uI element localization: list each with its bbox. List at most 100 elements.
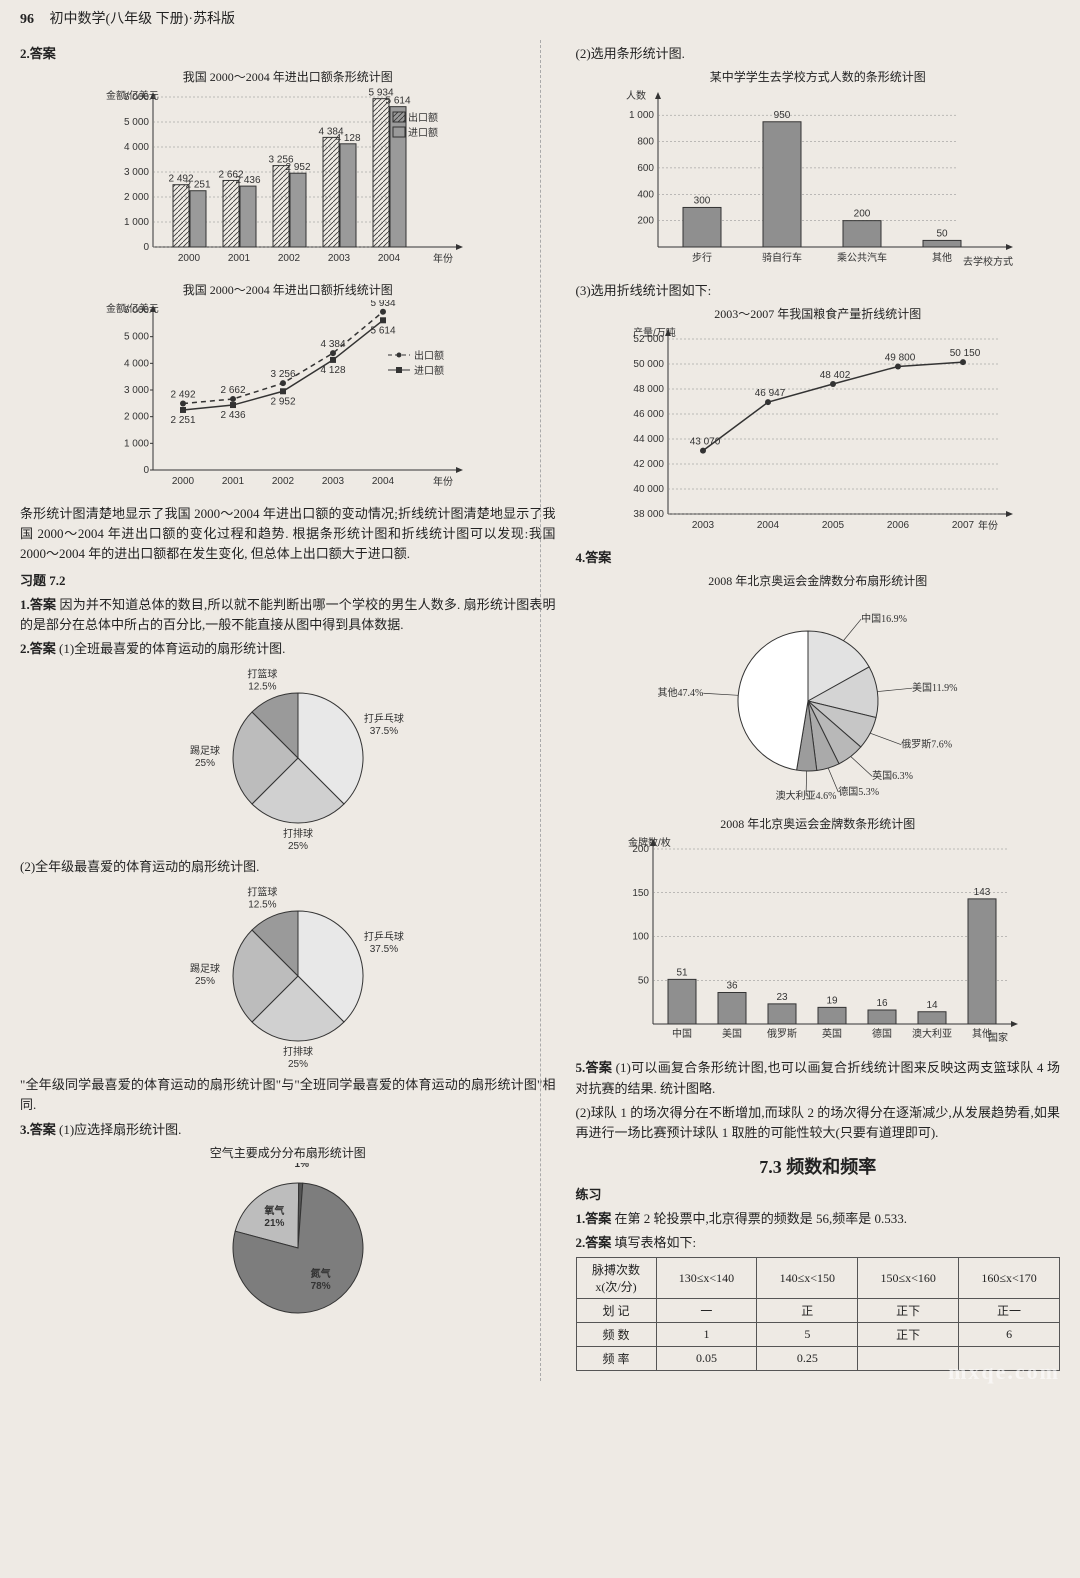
svg-text:1 000: 1 000 (124, 438, 149, 449)
svg-text:步行: 步行 (692, 251, 712, 264)
svg-text:0: 0 (143, 465, 149, 476)
column-divider (540, 40, 541, 1381)
svg-text:中国: 中国 (672, 1027, 692, 1040)
svg-text:美国11.9%: 美国11.9% (912, 682, 957, 695)
svg-text:2001: 2001 (228, 253, 251, 264)
svg-text:2005: 2005 (822, 520, 845, 531)
svg-text:38 000: 38 000 (633, 509, 664, 520)
bar-school-intro: (2)选用条形统计图. (576, 44, 1061, 64)
svg-text:俄罗斯: 俄罗斯 (767, 1027, 797, 1040)
svg-text:49 800: 49 800 (884, 353, 915, 364)
svg-text:51: 51 (676, 968, 688, 979)
svg-text:2 436: 2 436 (235, 175, 260, 186)
svg-text:143: 143 (973, 887, 990, 898)
svg-text:5 000: 5 000 (124, 332, 149, 343)
svg-text:俄罗斯7.6%: 俄罗斯7.6% (901, 738, 952, 751)
svg-text:25%: 25% (195, 976, 215, 987)
svg-text:200: 200 (853, 209, 870, 220)
page-header: 96 初中数学(八年级 下册)·苏科版 (0, 0, 1080, 30)
svg-text:英国: 英国 (822, 1027, 842, 1040)
svg-text:2000: 2000 (178, 253, 201, 264)
pie-air: 氧气21%其他1%氮气78% (138, 1163, 438, 1333)
svg-text:4 000: 4 000 (124, 358, 149, 369)
svg-text:出口额: 出口额 (408, 111, 438, 124)
svg-text:400: 400 (637, 189, 654, 200)
svg-text:年份: 年份 (433, 475, 453, 488)
svg-text:2004: 2004 (757, 520, 780, 531)
svg-text:其他: 其他 (932, 251, 952, 264)
svg-text:5 934: 5 934 (370, 300, 395, 309)
svg-text:2 436: 2 436 (220, 410, 245, 421)
svg-text:25%: 25% (288, 1059, 308, 1070)
pie-olympics: 中国16.9%美国11.9%俄罗斯7.6%英国6.3%德国5.3%澳大利亚4.6… (608, 591, 1028, 811)
svg-text:1 000: 1 000 (124, 217, 149, 228)
svg-text:800: 800 (637, 137, 654, 148)
svg-text:37.5%: 37.5% (369, 945, 397, 956)
svg-text:200: 200 (637, 216, 654, 227)
svg-text:其他: 其他 (972, 1027, 992, 1040)
svg-text:100: 100 (632, 932, 649, 943)
svg-text:14: 14 (926, 1000, 938, 1011)
svg-text:50: 50 (936, 229, 948, 240)
svg-text:2 952: 2 952 (270, 396, 295, 407)
line-grain-title: 2003～2007 年我国粮食产量折线统计图 (576, 305, 1061, 322)
ex72-q3-label: 3.答案 (20, 1122, 56, 1137)
svg-text:46 947: 46 947 (754, 388, 785, 399)
q4-bar-title: 2008 年北京奥运会金牌数条形统计图 (576, 815, 1061, 832)
bar-chart-olympics: 金牌数/枚 国家 50100150200 51中国36美国23俄罗斯19英国16… (608, 834, 1028, 1054)
ex72-q2-intro2: (2)全年级最喜爱的体育运动的扇形统计图. (20, 857, 556, 877)
svg-text:英国6.3%: 英国6.3% (872, 770, 913, 783)
svg-text:200: 200 (632, 844, 649, 855)
lianxi-label: 练习 (576, 1185, 1061, 1205)
book-title: 初中数学(八年级 下册)·苏科版 (50, 12, 236, 27)
svg-text:78%: 78% (310, 1280, 330, 1291)
svg-text:12.5%: 12.5% (248, 900, 276, 911)
svg-text:2003: 2003 (692, 520, 715, 531)
line-chart-grain: 产量/万吨 年份 38 00040 00042 00044 00046 0004… (608, 324, 1028, 544)
svg-text:2000: 2000 (172, 476, 195, 487)
svg-text:25%: 25% (195, 758, 215, 769)
svg-text:36: 36 (726, 981, 738, 992)
svg-text:2 662: 2 662 (220, 385, 245, 396)
svg-text:1%: 1% (294, 1163, 309, 1170)
ex72-q3-intro: (1)应选择扇形统计图. (56, 1122, 182, 1137)
svg-text:46 000: 46 000 (633, 409, 664, 420)
svg-text:打篮球: 打篮球 (247, 667, 277, 680)
svg-text:打排球: 打排球 (283, 827, 313, 840)
svg-text:乘公共汽车: 乘公共汽车 (837, 251, 887, 264)
svg-text:0: 0 (143, 242, 149, 253)
q2-label: 2.答案 (20, 46, 56, 61)
svg-text:德国: 德国 (872, 1027, 892, 1040)
svg-text:打排球: 打排球 (283, 1045, 313, 1058)
svg-text:氮气: 氮气 (310, 1266, 330, 1279)
svg-text:2003: 2003 (328, 253, 351, 264)
svg-text:踢足球: 踢足球 (190, 744, 220, 757)
ex72-q1-label: 1.答案 (20, 597, 56, 612)
svg-text:16: 16 (876, 998, 888, 1009)
frequency-table: 脉搏次数x(次/分)130≤x<140140≤x<150150≤x<160160… (576, 1257, 1061, 1371)
svg-text:4 128: 4 128 (320, 365, 345, 376)
pie-sports-grade: 打乒乓球37.5%打排球25%踢足球25%打篮球12.5% (138, 881, 438, 1071)
bar-chart-school: 人数 去学校方式 2004006008001 000 300步行950骑自行车2… (608, 87, 1028, 277)
line-grain-intro: (3)选用折线统计图如下: (576, 281, 1061, 301)
svg-text:19: 19 (826, 996, 838, 1007)
svg-text:43 070: 43 070 (689, 437, 720, 448)
svg-text:2002: 2002 (272, 476, 295, 487)
svg-text:德国5.3%: 德国5.3% (838, 785, 879, 798)
svg-text:美国: 美国 (722, 1027, 742, 1040)
watermark: mxqe.com (948, 1359, 1060, 1385)
svg-text:2 952: 2 952 (285, 162, 310, 173)
svg-text:5 000: 5 000 (124, 117, 149, 128)
svg-text:2007: 2007 (952, 520, 975, 531)
q5-label: 5.答案 (576, 1060, 613, 1075)
svg-text:氧气: 氧气 (263, 1204, 284, 1217)
bar-export-title: 我国 2000～2004 年进出口额条形统计图 (20, 68, 556, 85)
ex72-q2-label: 2.答案 (20, 641, 56, 656)
bar-school-title: 某中学学生去学校方式人数的条形统计图 (576, 68, 1061, 85)
q4-pie-title: 2008 年北京奥运会金牌数分布扇形统计图 (576, 572, 1061, 589)
q5-text1: (1)可以画复合条形统计图,也可以画复合折线统计图来反映这两支篮球队 4 场对抗… (576, 1060, 1060, 1095)
svg-text:打篮球: 打篮球 (247, 886, 277, 899)
svg-text:进口额: 进口额 (414, 364, 444, 377)
ex72-q2-note: "全年级同学最喜爱的体育运动的扇形统计图"与"全班同学最喜爱的体育运动的扇形统计… (20, 1075, 556, 1115)
svg-text:人数: 人数 (626, 89, 646, 102)
